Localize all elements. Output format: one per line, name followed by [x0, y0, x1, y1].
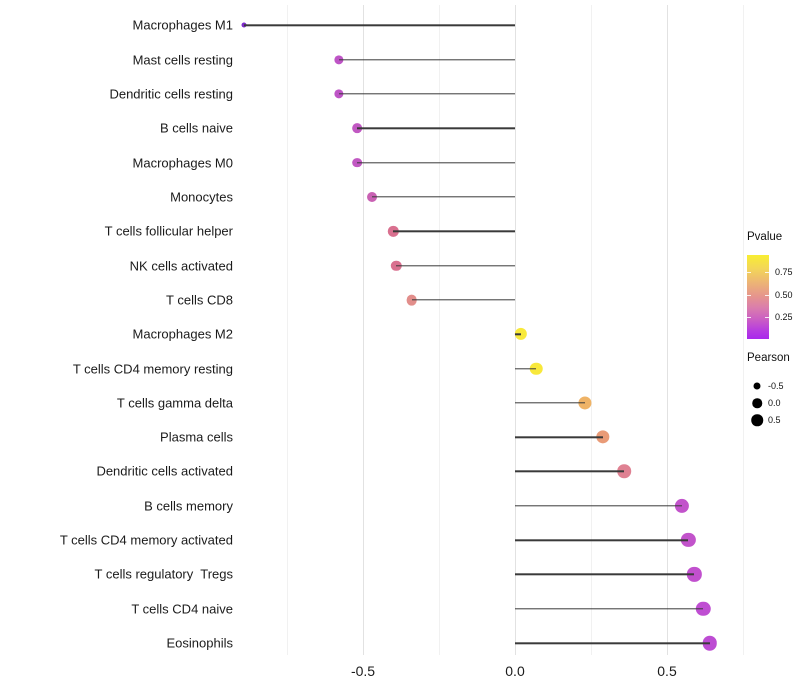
pearson-legend-label: 0.5	[768, 415, 781, 425]
y-axis-label: T cells CD4 memory activated	[59, 532, 233, 548]
y-axis-label: T cells CD8	[166, 292, 233, 308]
pvalue-colorbar-tick	[747, 317, 751, 319]
x-tick-label: 0.5	[657, 663, 677, 679]
lollipop-dot	[617, 464, 632, 479]
y-axis-label: Plasma cells	[160, 429, 233, 445]
pearson-legend-label: 0.0	[768, 398, 781, 408]
y-axis-label: T cells CD4 memory resting	[72, 361, 233, 376]
pvalue-colorbar-tick	[765, 317, 769, 319]
pvalue-legend-title: Pvalue	[747, 231, 783, 243]
lollipop-segment	[515, 608, 704, 610]
pvalue-colorbar	[747, 255, 769, 339]
pearson-legend-dot	[752, 398, 762, 408]
lollipop-segment	[338, 93, 515, 95]
y-axis-label: B cells memory	[144, 498, 233, 514]
pvalue-tick-label: 0.25	[775, 312, 793, 323]
lollipop-dot	[687, 567, 702, 582]
y-axis-label: NK cells activated	[129, 258, 233, 273]
lollipop-segment	[515, 642, 710, 644]
lollipop-segment	[244, 24, 515, 26]
y-axis-label: Dendritic cells resting	[109, 86, 233, 102]
pvalue-colorbar-tick	[747, 294, 751, 296]
lollipop-segment	[372, 196, 515, 198]
x-tick-label: 0.0	[505, 663, 525, 679]
pvalue-colorbar-tick	[765, 272, 769, 274]
lollipop-segment	[515, 367, 537, 370]
lollipop-dot	[596, 430, 610, 444]
lollipop-segment	[396, 264, 515, 267]
lollipop-segment	[356, 161, 515, 164]
lollipop-dot	[702, 635, 717, 651]
lollipop-segment	[515, 402, 585, 404]
lollipop-segment	[515, 333, 522, 335]
lollipop-segment	[411, 299, 515, 301]
lollipop-dot	[514, 328, 528, 341]
y-axis-label: T cells gamma delta	[116, 395, 233, 411]
lollipop-segment	[393, 230, 515, 232]
pearson-legend-label: -0.5	[768, 381, 784, 391]
pvalue-legend: Pvalue 0.75 0.50 0.25	[747, 231, 800, 346]
minor-gridline	[743, 5, 744, 655]
major-gridline	[363, 5, 364, 655]
lollipop-dot	[675, 498, 690, 513]
lollipop-segment	[515, 573, 695, 576]
y-axis-label: B cells naive	[160, 120, 233, 136]
pearson-legend: Pearson -0.5 0.0 0.5	[747, 352, 800, 432]
lollipop-segment	[515, 505, 683, 507]
minor-gridline	[439, 5, 440, 655]
x-tick-label: -0.5	[350, 663, 376, 679]
y-axis-label: Macrophages M1	[132, 17, 233, 33]
y-axis-label: Macrophages M0	[132, 155, 233, 171]
minor-gridline	[287, 5, 288, 655]
y-axis-label: T cells follicular helper	[104, 223, 233, 239]
plot-panel	[222, 5, 756, 655]
pearson-legend-title: Pearson	[747, 352, 790, 364]
y-axis-label: Dendritic cells activated	[96, 463, 233, 479]
pvalue-colorbar-tick	[747, 272, 751, 274]
lollipop-segment	[515, 539, 689, 541]
lollipop-segment	[356, 127, 515, 129]
major-gridline	[667, 5, 668, 655]
lollipop-dot	[578, 396, 592, 410]
y-axis-labels: Macrophages M1 Mast cells resting Dendriti…	[0, 5, 233, 655]
lollipop-dot	[530, 362, 543, 375]
lollipop-segment	[515, 436, 604, 438]
y-axis-label: T cells CD4 naive	[131, 601, 233, 617]
y-axis-label: Monocytes	[170, 189, 233, 205]
pearson-legend-dot	[751, 414, 763, 426]
y-axis-label: T cells regulatory Tregs	[94, 566, 233, 582]
lollipop-segment	[338, 58, 515, 61]
minor-gridline	[591, 5, 592, 655]
lollipop-dot	[696, 601, 711, 617]
pearson-legend-dot	[753, 382, 761, 390]
y-axis-label: Macrophages M2	[132, 326, 233, 342]
lollipop-dot	[681, 533, 696, 548]
y-axis-label: Mast cells resting	[132, 52, 233, 68]
pvalue-tick-label: 0.75	[775, 267, 793, 278]
lollipop-segment	[515, 470, 625, 473]
pvalue-colorbar-tick	[765, 294, 769, 296]
y-axis-label: Eosinophils	[166, 635, 234, 651]
pvalue-tick-label: 0.50	[775, 289, 793, 300]
